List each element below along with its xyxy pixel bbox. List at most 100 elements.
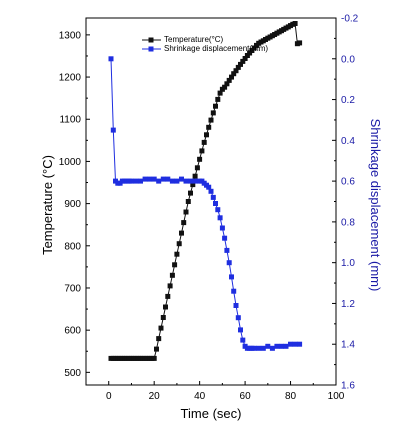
temperature-point (156, 336, 162, 342)
temperature-point (251, 45, 257, 51)
shrinkage-point (129, 178, 134, 184)
shrinkage-point (192, 178, 198, 184)
y-left-tick-label: 1200 (59, 73, 82, 84)
y-right-tick-label: 1.4 (341, 340, 355, 351)
shrinkage-point (229, 274, 234, 280)
x-tick-label: 0 (106, 391, 112, 402)
shrinkage-point (217, 215, 223, 221)
temperature-point (208, 117, 214, 123)
y-left-tick-label: 900 (64, 199, 81, 210)
temperature-point (238, 61, 243, 67)
y-left-tick-label: 1300 (59, 30, 82, 41)
shrinkage-point (174, 178, 180, 184)
y-right-tick-label: 1.2 (341, 299, 355, 310)
temperature-point (206, 124, 212, 130)
shrinkage-point (188, 178, 193, 184)
x-tick-label: 40 (194, 391, 206, 402)
y-left-tick-label: 600 (64, 326, 81, 337)
temperature-point (226, 77, 232, 83)
y-left-axis-ticks: 500 600 700 800 900 1000 1100 1200 1300 (59, 30, 90, 379)
legend-temperature-marker (148, 37, 154, 43)
y-right-axis-title: Shrinkage displacement (mm) (368, 119, 383, 292)
y-right-tick-label: 0.0 (341, 54, 355, 65)
x-axis-ticks: 0 20 40 60 80 100 (106, 381, 345, 402)
x-axis-title: Time (sec) (181, 406, 242, 421)
temperature-point (235, 64, 241, 70)
temperature-point (222, 84, 228, 90)
y-left-tick-label: 700 (64, 283, 81, 294)
x-tick-label: 80 (285, 391, 297, 402)
shrinkage-line (110, 58, 300, 349)
temperature-point (233, 68, 239, 74)
temperature-point (167, 283, 173, 289)
shrinkage-point (231, 288, 237, 294)
temperature-point (210, 110, 216, 116)
temperature-point (179, 230, 184, 236)
temperature-point (215, 96, 221, 102)
temperature-point (217, 90, 223, 96)
y-right-tick-label: 0.4 (341, 136, 355, 147)
shrinkage-point (279, 343, 284, 349)
shrinkage-point (283, 343, 289, 349)
shrinkage-point (206, 184, 212, 190)
temperature-point (158, 325, 164, 331)
temperature-point (194, 165, 200, 171)
shrinkage-point (224, 247, 230, 253)
shrinkage-point (233, 303, 239, 308)
shrinkage-point (108, 56, 114, 62)
shrinkage-point (165, 176, 171, 182)
temperature-point (183, 209, 189, 215)
shrinkage-point (210, 194, 216, 200)
y-right-tick-label: 1.0 (341, 258, 355, 269)
y-left-tick-label: 500 (64, 368, 81, 379)
shrinkage-point (235, 315, 241, 321)
shrinkage-point (226, 260, 232, 266)
temperature-point (190, 182, 196, 188)
temperature-point (165, 293, 171, 299)
temperature-point (197, 156, 203, 162)
temperature-point (163, 304, 168, 310)
temperature-series (108, 21, 303, 361)
temperature-point (231, 71, 237, 77)
shrinkage-point (219, 225, 225, 231)
shrinkage-point (251, 345, 257, 351)
y-right-axis-ticks: -0.2 0.0 0.2 0.4 0.6 0.8 1.0 1.2 1.4 1.6 (332, 14, 359, 392)
y-right-tick-label: 1.6 (341, 381, 355, 392)
temperature-point (169, 272, 175, 278)
shrinkage-point (256, 345, 262, 351)
legend-temperature-label: Temperature(°C) (164, 35, 224, 44)
legend: Temperature(°C) Shrinkage displacement(m… (142, 35, 268, 53)
y-left-tick-label: 800 (64, 241, 81, 252)
temperature-point (192, 173, 198, 179)
temperature-point (185, 199, 191, 204)
temperature-point (181, 220, 187, 226)
temperature-point (201, 139, 207, 145)
temperature-point (213, 103, 218, 109)
shrinkage-point (169, 178, 175, 184)
x-tick-label: 20 (149, 391, 161, 402)
y-right-tick-label: 0.6 (341, 177, 355, 188)
x-tick-label: 100 (328, 391, 345, 402)
temperature-point (240, 58, 246, 64)
shrinkage-point (274, 343, 280, 349)
shrinkage-point (179, 176, 184, 182)
legend-shrinkage-label: Shrinkage displacement(mm) (164, 44, 268, 53)
shrinkage-point (160, 176, 166, 182)
shrinkage-point (297, 341, 303, 347)
shrinkage-point (151, 176, 157, 182)
legend-shrinkage-marker (148, 46, 154, 52)
temperature-point (204, 132, 209, 138)
y-left-axis-title: Temperature (°C) (40, 155, 55, 255)
temperature-point (174, 251, 180, 257)
y-left-tick-label: 1100 (59, 115, 81, 126)
temperature-line (111, 22, 300, 359)
shrinkage-point (238, 327, 243, 333)
shrinkage-series (108, 56, 303, 351)
shrinkage-point (292, 341, 298, 347)
temperature-point (154, 346, 159, 352)
shrinkage-point (288, 341, 293, 347)
temperature-point (229, 74, 234, 80)
temperature-point (292, 21, 298, 26)
temperature-point (224, 81, 230, 87)
